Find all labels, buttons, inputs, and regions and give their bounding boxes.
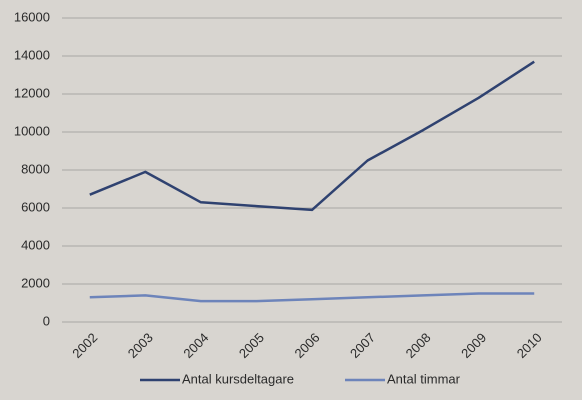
y-tick-label: 0 bbox=[43, 313, 50, 328]
data-line bbox=[89, 60, 535, 212]
y-tick-label: 2000 bbox=[21, 275, 50, 290]
legend-label: Antal kursdeltagare bbox=[182, 371, 294, 386]
y-tick-label: 8000 bbox=[21, 161, 50, 176]
y-tick-label: 10000 bbox=[14, 123, 50, 138]
x-tick-label: 2005 bbox=[236, 330, 267, 361]
x-tick-label: 2009 bbox=[458, 330, 489, 361]
y-tick-label: 6000 bbox=[21, 199, 50, 214]
x-tick-label: 2006 bbox=[291, 330, 322, 361]
y-tick-label: 14000 bbox=[14, 47, 50, 62]
y-tick-label: 12000 bbox=[14, 85, 50, 100]
x-tick-label: 2008 bbox=[403, 330, 434, 361]
x-tick-label: 2010 bbox=[514, 330, 545, 361]
legend-label: Antal timmar bbox=[387, 371, 461, 386]
x-tick-label: 2002 bbox=[69, 330, 100, 361]
y-tick-label: 4000 bbox=[21, 237, 50, 252]
y-tick-label: 16000 bbox=[14, 9, 50, 24]
data-line bbox=[89, 292, 535, 303]
x-tick-label: 2004 bbox=[180, 330, 211, 361]
x-tick-label: 2003 bbox=[125, 330, 156, 361]
x-tick-label: 2007 bbox=[347, 330, 378, 361]
